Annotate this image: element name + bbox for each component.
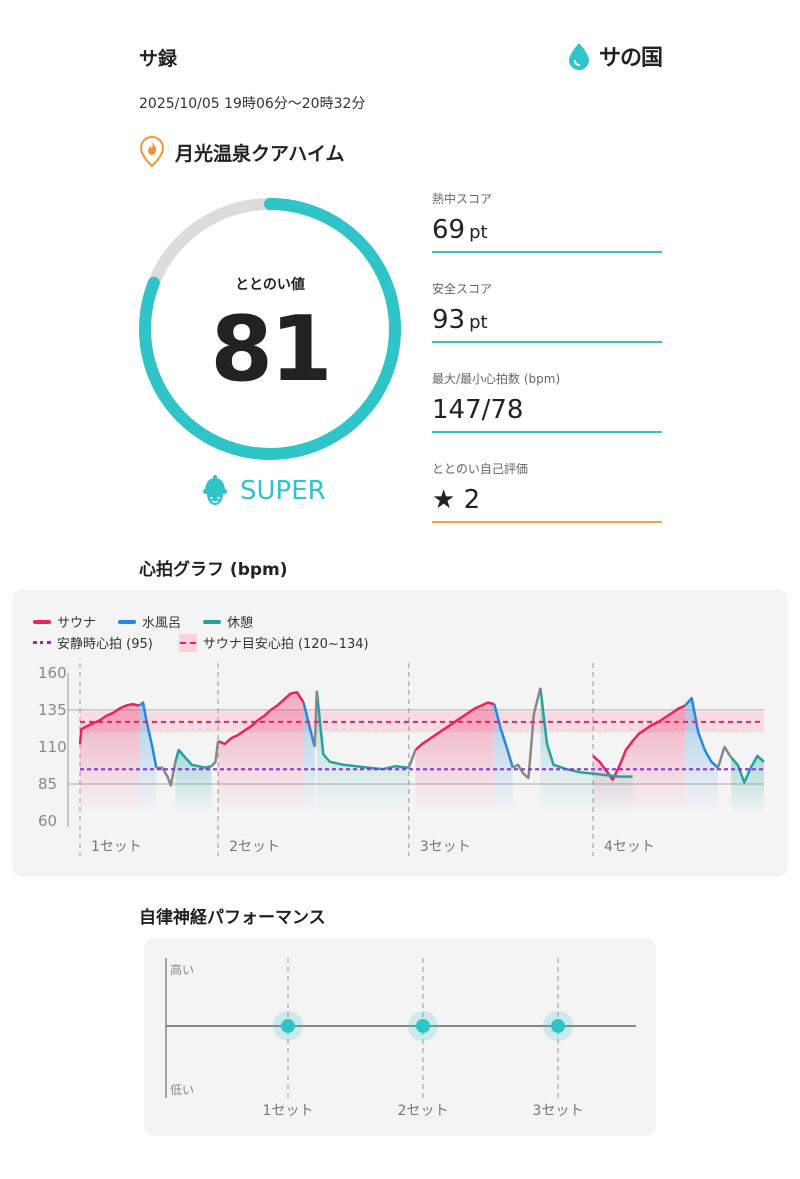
- y-tick-label: 160: [38, 664, 67, 682]
- series-line: [539, 687, 633, 778]
- legend-resting-hr: 安静時心拍 (95): [57, 637, 153, 652]
- facility-name: 月光温泉クアハイム: [175, 142, 345, 165]
- heart-chart-legend-lines: 安静時心拍 (95) サウナ目安心拍 (120~134): [33, 633, 369, 652]
- ans-point: [281, 1019, 295, 1033]
- series-line: [592, 704, 686, 781]
- legend-rest: 休憩: [227, 616, 254, 631]
- series-line: [684, 696, 719, 769]
- transition-line: [407, 749, 417, 769]
- legend-sauna: サウナ: [57, 616, 97, 631]
- sauna-fire-pin-icon: [139, 135, 165, 168]
- legend-target-swatch: [178, 633, 197, 652]
- series-line: [217, 690, 305, 746]
- set-label: 2セット: [229, 839, 280, 855]
- y-tick-label: 60: [38, 812, 57, 830]
- stat-underline: [432, 251, 662, 253]
- stat-unit: pt: [469, 312, 488, 333]
- transition-line: [210, 740, 220, 768]
- legend-sauna-swatch: [33, 619, 51, 624]
- water-drop-icon: [569, 43, 589, 70]
- heart-chart-legend: サウナ 水風呂 休憩: [33, 612, 253, 631]
- series-line: [315, 690, 409, 771]
- series-line: [414, 701, 495, 751]
- stat-heart-rate: 最大/最小心拍数 (bpm) 147/78: [432, 370, 662, 433]
- ans-chart-title: 自律神経パフォーマンス: [139, 908, 326, 928]
- series-area: [415, 702, 495, 814]
- totonoi-label: ととのい値: [235, 277, 305, 293]
- facility[interactable]: 月光温泉クアハイム: [139, 135, 344, 169]
- series-area: [175, 750, 212, 814]
- series-area: [139, 702, 157, 814]
- stat-heat-score: 熱中スコア 69 pt: [432, 190, 662, 253]
- logo-text: サの国: [599, 46, 663, 71]
- legend-target-hr: サウナ目安心拍 (120~134): [202, 637, 369, 652]
- legend-resting-swatch: [33, 641, 51, 644]
- ans-set-label: 3セット: [533, 1103, 584, 1119]
- stat-safety-score: 安全スコア 93 pt: [432, 280, 662, 343]
- heart-chart-title: 心拍グラフ (bpm): [139, 560, 288, 580]
- ans-set-label: 1セット: [263, 1103, 314, 1119]
- set-label: 3セット: [420, 839, 471, 855]
- ans-chart-card: [144, 938, 656, 1136]
- series-line: [174, 748, 212, 769]
- series-line: [138, 701, 158, 768]
- y-tick-label: 85: [38, 775, 57, 793]
- rank-label: SUPER: [240, 476, 326, 506]
- stat-underline: [432, 521, 662, 523]
- stat-value: 69: [432, 215, 466, 245]
- totonoi-gauge-arc: [139, 198, 401, 460]
- set-label: 4セット: [604, 839, 655, 855]
- y-tick-label: 135: [38, 701, 67, 719]
- stat-value: 147/78: [432, 395, 524, 425]
- rank-badge: SUPER: [200, 474, 326, 508]
- series-line: [78, 702, 140, 745]
- legend-water: 水風呂: [142, 616, 182, 631]
- ans-y-low: 低い: [170, 1083, 194, 1097]
- stat-label: ととのい自己評価: [432, 462, 528, 476]
- star-rating-value: ★ 2: [432, 485, 481, 515]
- sauna-hat-face-icon: [203, 475, 227, 505]
- ans-point: [416, 1019, 430, 1033]
- stat-label: 熱中スコア: [432, 192, 493, 206]
- ans-performance-chart: 高い 低い 1セット 2セット 3セット: [165, 958, 636, 1119]
- stat-underline: [432, 341, 662, 343]
- session-date-range: 2025/10/05 19時06分〜20時32分: [139, 96, 366, 112]
- series-area: [540, 687, 633, 814]
- set-label: 1セット: [91, 839, 142, 855]
- legend-rest-swatch: [203, 619, 222, 624]
- ans-point: [551, 1019, 565, 1033]
- brand-logo: サの国: [565, 40, 663, 72]
- series-line: [493, 703, 514, 769]
- totonoi-gauge: [139, 198, 401, 460]
- series-line: [730, 754, 765, 784]
- stat-underline: [432, 431, 662, 433]
- transition-line: [313, 690, 319, 748]
- transition-line: [512, 687, 542, 780]
- transition-line: [716, 745, 733, 769]
- ans-y-high: 高い: [170, 962, 194, 977]
- page-title: サ録: [139, 48, 178, 70]
- totonoi-value: 81: [210, 297, 332, 402]
- y-tick-label: 110: [38, 738, 67, 756]
- series-area: [303, 702, 315, 814]
- series-line: [302, 702, 317, 748]
- series-area: [80, 704, 140, 814]
- stat-value: 93: [432, 305, 466, 335]
- series-area: [494, 704, 513, 814]
- legend-water-swatch: [118, 619, 137, 624]
- stat-self-rating[interactable]: ととのい自己評価 ★ 2: [432, 460, 662, 523]
- stat-label: 安全スコア: [432, 282, 493, 296]
- stat-unit: pt: [469, 222, 488, 243]
- transition-line: [156, 761, 177, 787]
- series-area: [685, 698, 718, 814]
- heart-rate-chart: 160 135 110 85 60 1セット 2セット 3セット 4セット: [38, 663, 765, 856]
- series-area: [316, 690, 409, 814]
- stat-label: 最大/最小心拍数 (bpm): [432, 372, 561, 386]
- ans-set-label: 2セット: [398, 1103, 449, 1119]
